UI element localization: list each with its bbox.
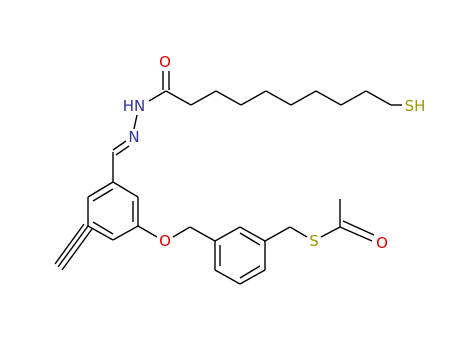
- bond: [112, 181, 139, 198]
- bond: [92, 221, 114, 235]
- atom-label: N: [128, 128, 139, 146]
- bond: [320, 226, 341, 238]
- atom-label: O: [376, 234, 388, 252]
- bond: [240, 90, 267, 106]
- atom-label: O: [159, 53, 171, 71]
- bond: [315, 90, 342, 106]
- bond: [87, 181, 114, 198]
- bond: [290, 90, 317, 106]
- bond: [112, 225, 139, 241]
- bond: [265, 90, 292, 106]
- bond: [189, 226, 216, 242]
- bond: [340, 90, 367, 106]
- bond: [92, 188, 114, 202]
- bond: [365, 90, 392, 106]
- bonds: [54, 71, 402, 285]
- atom-label: O: [159, 232, 171, 250]
- bond: [54, 223, 85, 265]
- bond: [239, 269, 266, 285]
- bond: [87, 225, 114, 241]
- bond: [137, 225, 158, 238]
- atom-label: SH: [405, 97, 426, 115]
- atom-label: HN: [123, 97, 146, 115]
- bond: [239, 226, 266, 242]
- bond: [342, 220, 375, 236]
- bond: [61, 228, 93, 271]
- bond: [239, 265, 261, 279]
- bond: [190, 90, 217, 106]
- bond: [165, 90, 192, 106]
- bond: [112, 140, 127, 151]
- bond: [115, 145, 130, 156]
- bond: [214, 269, 241, 285]
- bond: [239, 232, 261, 246]
- bond: [172, 226, 191, 238]
- bond: [148, 90, 167, 102]
- bond: [264, 226, 291, 242]
- bond: [133, 114, 138, 130]
- bond: [215, 90, 242, 106]
- bond: [289, 226, 308, 238]
- atom-label: S: [309, 232, 319, 250]
- bond: [339, 226, 373, 242]
- bond: [214, 226, 241, 242]
- bond: [57, 225, 89, 268]
